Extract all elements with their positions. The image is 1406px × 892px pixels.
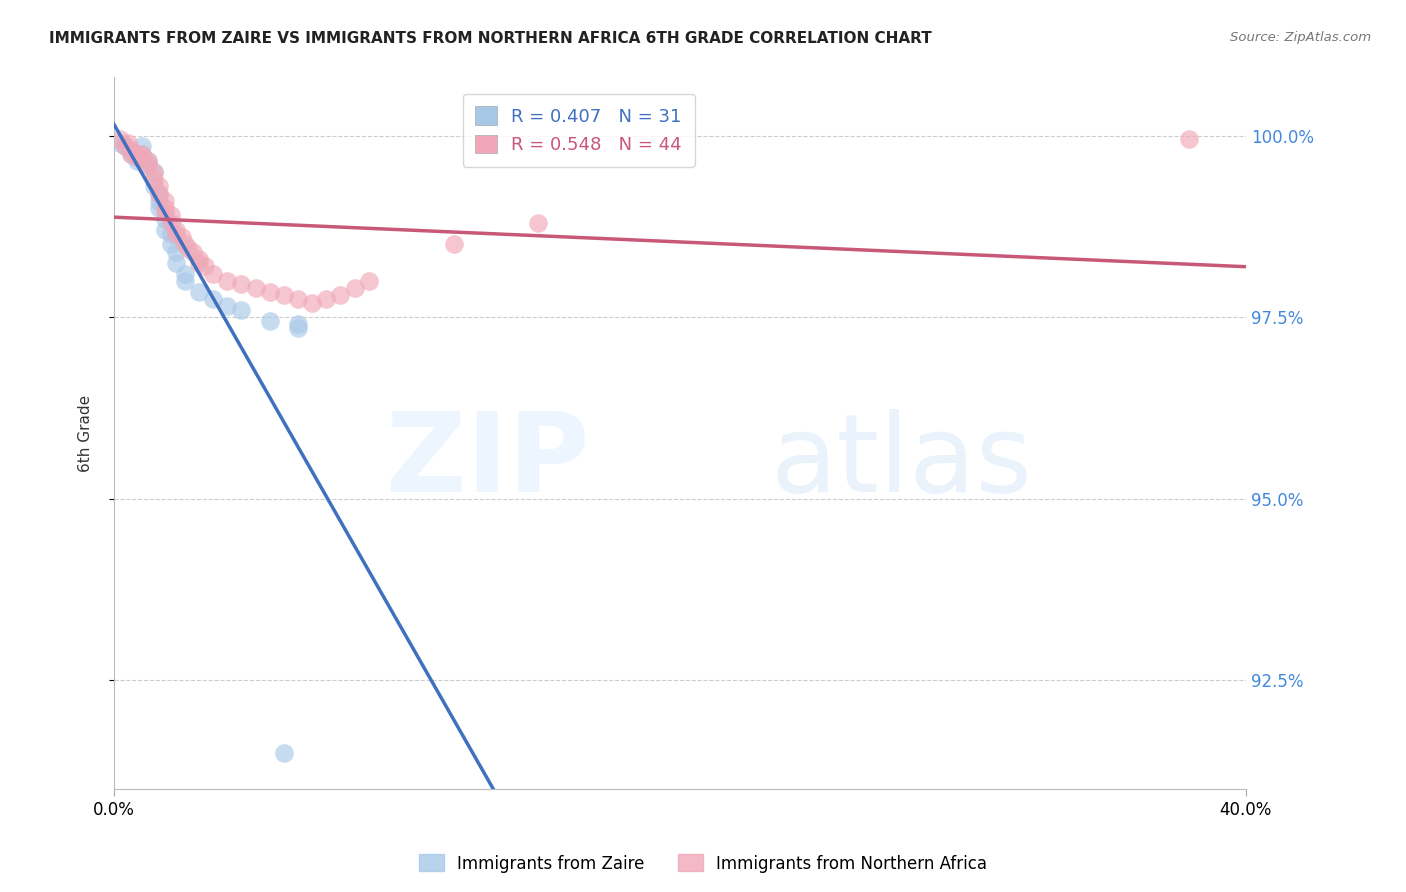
Point	[170, 230, 193, 244]
Point	[188, 285, 211, 299]
Point	[527, 216, 550, 230]
Point	[165, 255, 187, 269]
Point	[153, 212, 176, 227]
Point	[202, 267, 225, 281]
Point	[153, 223, 176, 237]
Point	[343, 281, 366, 295]
Point	[125, 146, 148, 161]
Point	[443, 237, 465, 252]
Point	[153, 204, 176, 219]
Point	[142, 172, 165, 186]
Point	[120, 146, 142, 161]
Point	[273, 288, 295, 302]
Text: atlas: atlas	[770, 409, 1032, 515]
Point	[131, 146, 153, 161]
Point	[125, 153, 148, 168]
Legend: Immigrants from Zaire, Immigrants from Northern Africa: Immigrants from Zaire, Immigrants from N…	[412, 847, 994, 880]
Point	[136, 153, 159, 168]
Point	[231, 302, 253, 317]
Point	[136, 158, 159, 172]
Point	[259, 314, 281, 328]
Point	[159, 209, 181, 223]
Point	[287, 321, 309, 335]
Point	[273, 746, 295, 760]
Point	[148, 179, 170, 194]
Point	[231, 277, 253, 292]
Point	[188, 252, 211, 266]
Point	[153, 194, 176, 208]
Point	[120, 143, 142, 157]
Point	[301, 295, 323, 310]
Point	[142, 179, 165, 194]
Point	[142, 165, 165, 179]
Point	[194, 260, 217, 274]
Point	[136, 158, 159, 172]
Point	[148, 186, 170, 201]
Point	[165, 244, 187, 259]
Point	[114, 139, 136, 153]
Text: IMMIGRANTS FROM ZAIRE VS IMMIGRANTS FROM NORTHERN AFRICA 6TH GRADE CORRELATION C: IMMIGRANTS FROM ZAIRE VS IMMIGRANTS FROM…	[49, 31, 932, 46]
Point	[159, 216, 181, 230]
Point	[117, 136, 139, 150]
Point	[136, 153, 159, 168]
Y-axis label: 6th Grade: 6th Grade	[79, 395, 93, 472]
Point	[108, 132, 131, 146]
Point	[125, 150, 148, 164]
Point	[188, 255, 211, 269]
Point	[131, 146, 153, 161]
Point	[165, 227, 187, 241]
Point	[1178, 132, 1201, 146]
Point	[120, 143, 142, 157]
Point	[245, 281, 267, 295]
Point	[131, 139, 153, 153]
Point	[202, 292, 225, 306]
Point	[153, 201, 176, 215]
Point	[148, 194, 170, 208]
Legend: R = 0.407   N = 31, R = 0.548   N = 44: R = 0.407 N = 31, R = 0.548 N = 44	[463, 94, 695, 167]
Point	[142, 165, 165, 179]
Point	[181, 244, 204, 259]
Point	[159, 237, 181, 252]
Point	[125, 150, 148, 164]
Point	[131, 150, 153, 164]
Text: Source: ZipAtlas.com: Source: ZipAtlas.com	[1230, 31, 1371, 45]
Point	[217, 274, 239, 288]
Point	[108, 136, 131, 150]
Point	[315, 292, 337, 306]
Point	[259, 285, 281, 299]
Point	[173, 237, 195, 252]
Point	[148, 201, 170, 215]
Point	[287, 292, 309, 306]
Point	[120, 146, 142, 161]
Text: ZIP: ZIP	[387, 409, 589, 516]
Point	[217, 299, 239, 313]
Point	[165, 223, 187, 237]
Point	[159, 227, 181, 241]
Point	[329, 288, 352, 302]
Point	[176, 241, 198, 255]
Point	[173, 267, 195, 281]
Point	[173, 274, 195, 288]
Point	[357, 274, 380, 288]
Point	[287, 318, 309, 332]
Point	[148, 186, 170, 201]
Point	[114, 139, 136, 153]
